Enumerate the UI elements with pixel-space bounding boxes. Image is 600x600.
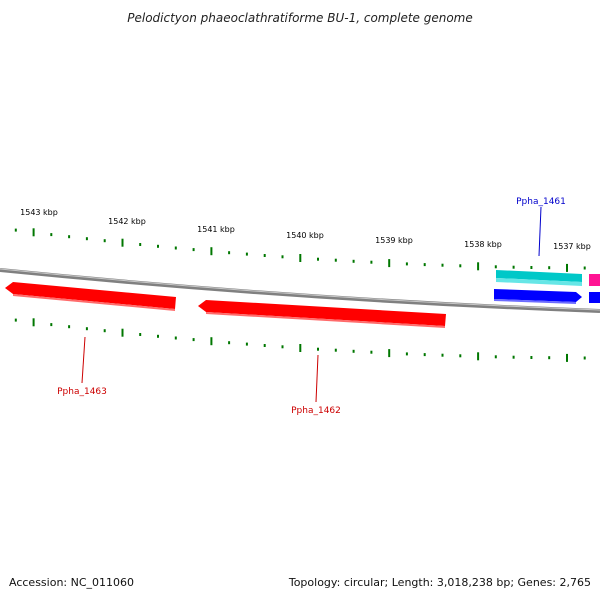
genome-backbone-highlight bbox=[0, 268, 600, 311]
tick-row-upper bbox=[14, 228, 586, 272]
leader-line-ppha-1462 bbox=[315, 354, 319, 403]
gene-arrow-ppha-1463[interactable] bbox=[5, 282, 176, 309]
gene-arrow-ppha-1462[interactable] bbox=[198, 300, 446, 326]
gene-arrow-shadow-blue bbox=[494, 299, 576, 304]
gene-arrow-shadow-ppha-1463 bbox=[13, 294, 175, 311]
genome-backbone bbox=[0, 268, 600, 313]
accession-text: Accession: NC_011060 bbox=[9, 576, 134, 589]
scale-label-1538: 1538 kbp bbox=[464, 240, 502, 249]
genome-title: Pelodictyon phaeoclathratiforme BU-1, co… bbox=[127, 11, 473, 25]
scale-label-1539: 1539 kbp bbox=[375, 236, 413, 245]
leader-line-ppha-1461 bbox=[538, 206, 542, 257]
scale-label-1537: 1537 kbp bbox=[553, 242, 591, 251]
scale-label-1540: 1540 kbp bbox=[286, 231, 324, 240]
gene-unlabeled-pink[interactable] bbox=[589, 274, 600, 286]
scale-label-1541: 1541 kbp bbox=[197, 225, 235, 234]
gene-ppha-1462[interactable] bbox=[198, 300, 446, 328]
gene-label-ppha-1461[interactable]: Ppha_1461 bbox=[516, 197, 566, 207]
gene-ppha-1463[interactable] bbox=[5, 282, 176, 311]
scale-labels: 1543 kbp 1542 kbp 1541 kbp 1540 kbp 1539… bbox=[20, 208, 591, 251]
gene-arrow-shadow-ppha-1462 bbox=[206, 312, 445, 328]
scale-label-1542: 1542 kbp bbox=[108, 217, 146, 226]
genome-summary-text: Topology: circular; Length: 3,018,238 bp… bbox=[288, 576, 591, 589]
gene-label-ppha-1463[interactable]: Ppha_1463 bbox=[57, 387, 107, 397]
gene-arrow-blue[interactable] bbox=[494, 289, 582, 302]
gene-label-ppha-1462[interactable]: Ppha_1462 bbox=[291, 406, 341, 416]
gene-ppha-1461[interactable] bbox=[496, 270, 582, 286]
gene-unlabeled-blue-2[interactable] bbox=[589, 292, 600, 303]
gene-arrow-pink[interactable] bbox=[589, 274, 600, 286]
gene-unlabeled-blue[interactable] bbox=[494, 289, 582, 304]
tick-row-lower bbox=[14, 318, 586, 362]
gene-arrow-blue-2[interactable] bbox=[589, 292, 600, 303]
leader-line-ppha-1463 bbox=[81, 336, 86, 384]
scale-label-1543: 1543 kbp bbox=[20, 208, 58, 217]
gene-arrow-shadow-ppha-1461 bbox=[496, 278, 582, 286]
